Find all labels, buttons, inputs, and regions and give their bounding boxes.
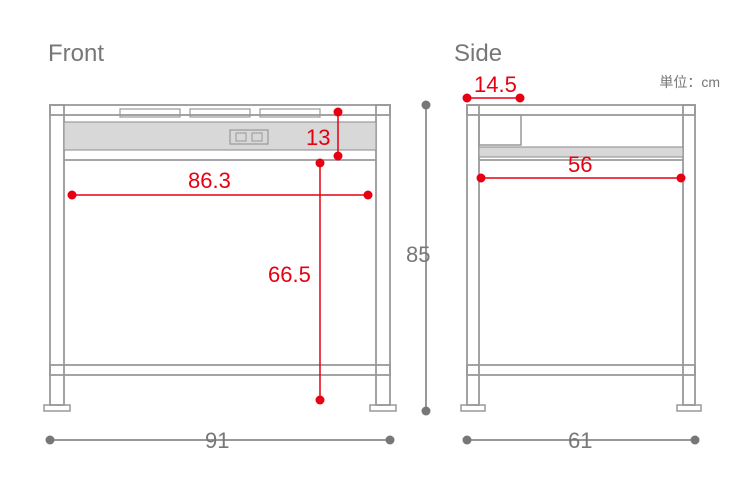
dim-side-top-gap: 14.5 <box>474 72 517 97</box>
diagram-svg: 86.3 13 66.5 91 85 <box>0 0 750 500</box>
unit-label: 単位：cm <box>659 72 720 92</box>
side-label: Side <box>454 40 502 68</box>
dim-overall-height: 85 <box>406 242 430 267</box>
side-view: 14.5 56 61 <box>461 72 701 453</box>
dim-side-inner-width: 56 <box>568 152 592 177</box>
height-dimension: 85 <box>406 101 431 416</box>
dim-front-inner-height: 66.5 <box>268 262 311 287</box>
front-view: 86.3 13 66.5 91 <box>44 105 396 453</box>
front-label: Front <box>48 40 104 68</box>
dim-front-top-gap: 13 <box>306 125 330 150</box>
dim-side-width: 61 <box>568 428 592 453</box>
dim-front-width: 91 <box>205 428 229 453</box>
dim-front-inner-width: 86.3 <box>188 168 231 193</box>
